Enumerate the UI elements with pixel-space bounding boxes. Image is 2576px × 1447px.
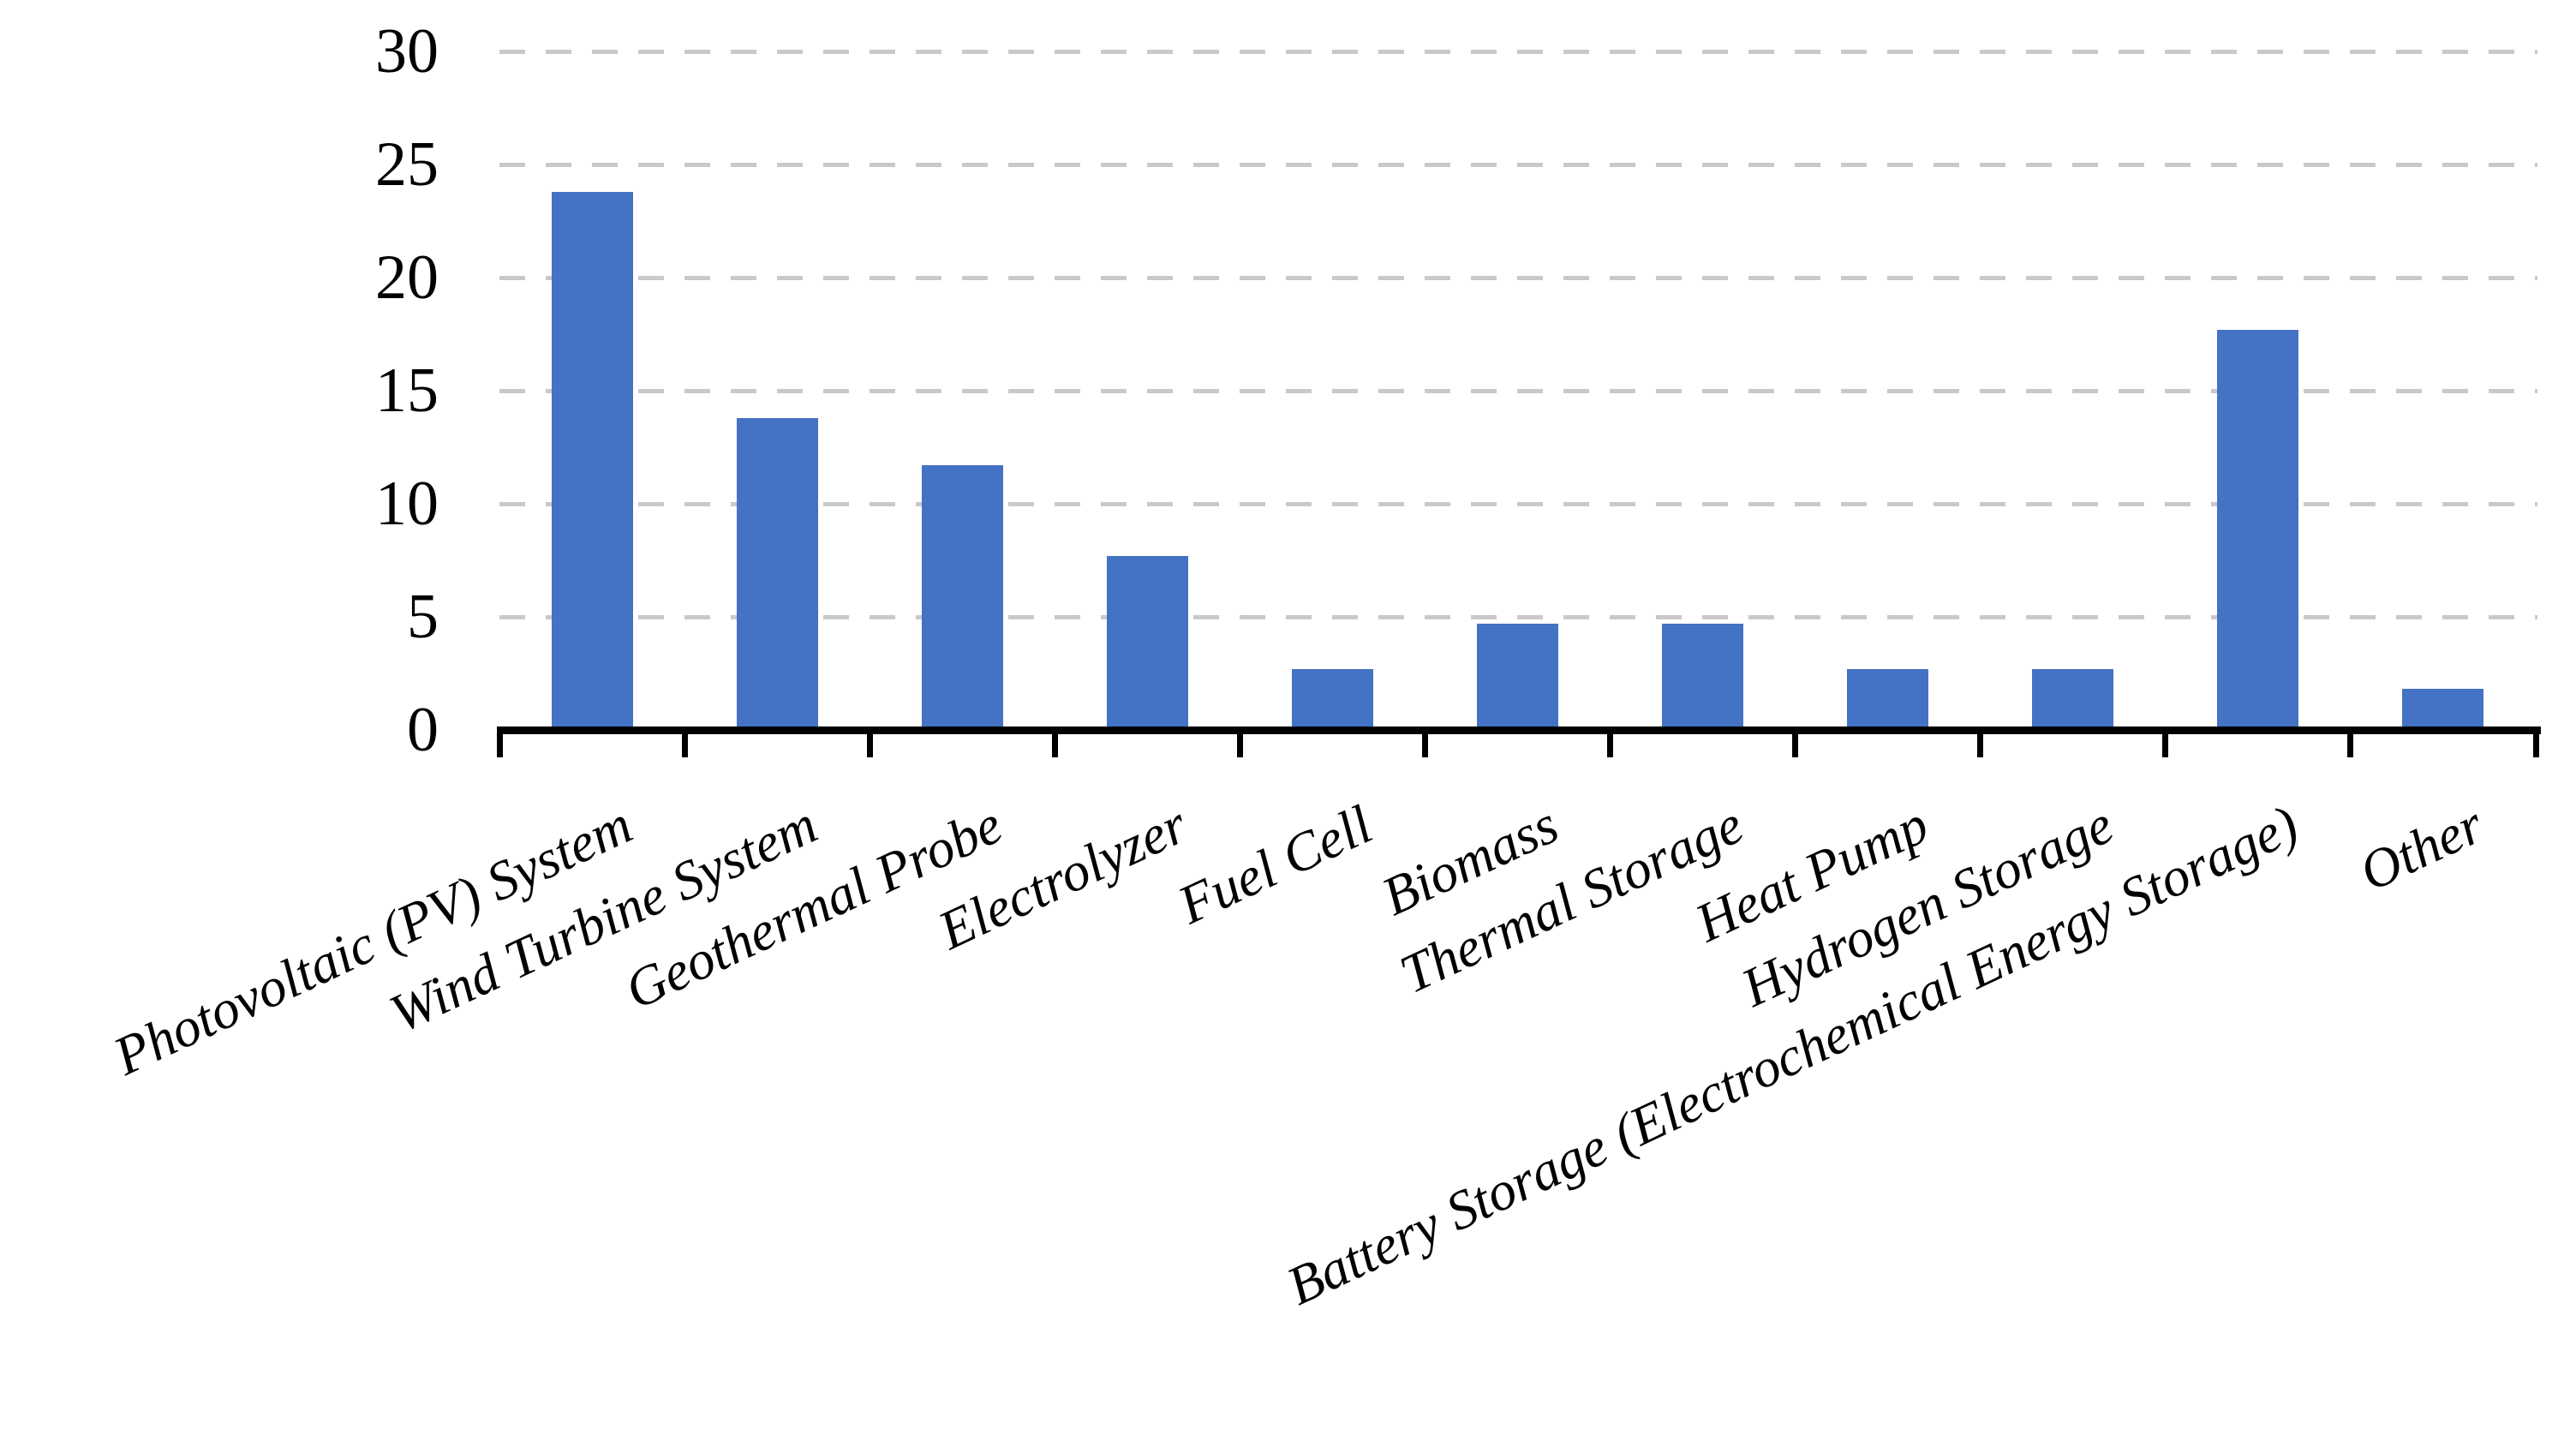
bar [2217, 329, 2299, 730]
bar [1847, 668, 1929, 730]
gridline-25 [499, 163, 2537, 167]
y-tick-label-25: 25 [375, 129, 439, 200]
x-axis-tick [1977, 726, 1984, 757]
bar [1477, 623, 1558, 730]
gridline-15 [499, 389, 2537, 393]
bar [2402, 689, 2484, 730]
x-axis-tick [1607, 726, 1614, 757]
bar [736, 417, 818, 730]
bar [551, 191, 633, 730]
bar [2032, 668, 2114, 730]
bar [1106, 555, 1188, 730]
bar [1291, 668, 1373, 730]
x-category-label: Other [2350, 793, 2493, 903]
x-axis-tick [496, 726, 503, 757]
y-tick-label-30: 30 [375, 16, 439, 87]
x-axis-tick [681, 726, 688, 757]
y-tick-label-10: 10 [375, 469, 439, 539]
gridline-30 [499, 50, 2537, 54]
x-axis-tick [866, 726, 873, 757]
x-axis-tick [2532, 726, 2539, 757]
x-category-label: Fuel Cell [1169, 793, 1382, 936]
x-axis-line [499, 726, 2541, 734]
y-tick-label-5: 5 [407, 582, 439, 652]
bar [1662, 623, 1744, 730]
x-axis-tick [2347, 726, 2354, 757]
x-axis-tick [1421, 726, 1428, 757]
y-tick-label-20: 20 [375, 242, 439, 313]
gridline-20 [499, 276, 2537, 280]
x-axis-tick [1051, 726, 1058, 757]
y-tick-label-15: 15 [375, 356, 439, 426]
gridline-10 [499, 502, 2537, 506]
y-tick-label-0: 0 [407, 695, 439, 765]
x-axis-tick [1792, 726, 1799, 757]
bar [921, 465, 1003, 730]
x-axis-tick [2162, 726, 2169, 757]
gridline-5 [499, 615, 2537, 619]
x-axis-tick [1236, 726, 1243, 757]
